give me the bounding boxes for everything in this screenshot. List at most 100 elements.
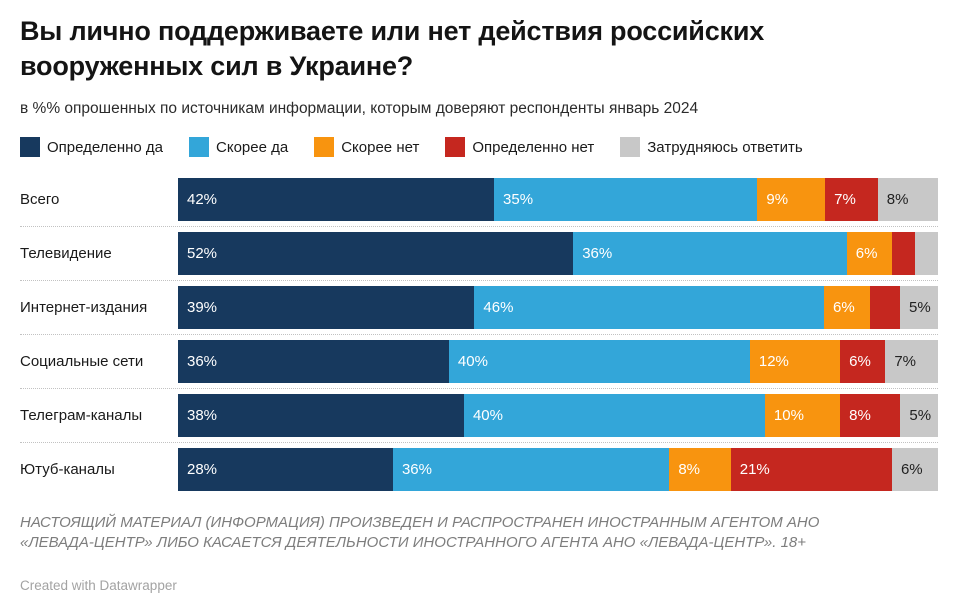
bar-row: Интернет-издания 39% 46% 6% 5%: [20, 286, 938, 329]
legend-swatch-icon: [20, 137, 40, 157]
bar-segment: 7%: [885, 340, 938, 383]
bar-segment: 8%: [877, 178, 938, 221]
bar-segment-label: 39%: [187, 299, 218, 316]
bar-segment-label: 6%: [833, 299, 855, 316]
bar-row: Всего 42% 35% 9% 7% 8%: [20, 178, 938, 221]
bar-segment-label: 52%: [187, 245, 218, 262]
bar-segment-label: 40%: [457, 353, 488, 370]
bar-segment-label: 46%: [483, 299, 514, 316]
bar-segment-label: 21%: [739, 461, 770, 478]
bar-segment-label: 5%: [909, 407, 932, 424]
bar-segment: 46%: [474, 286, 824, 329]
bar-segment: [892, 232, 916, 275]
bar-segment-label: 7%: [894, 353, 917, 370]
row-separator: [20, 226, 938, 227]
bar-segment: 40%: [448, 340, 750, 383]
bar: 36% 40% 12% 6% 7%: [178, 340, 938, 383]
bar-segment: [869, 286, 900, 329]
bar-segment-label: 36%: [401, 461, 432, 478]
bar-segment-label: 42%: [187, 191, 218, 208]
bar-segment-label: 38%: [187, 407, 218, 424]
legend-item: Затрудняюсь ответить: [620, 137, 803, 157]
row-separator: [20, 280, 938, 281]
bar-segment: 28%: [178, 448, 393, 491]
bar-segment-label: 8%: [678, 461, 700, 478]
bar-segment: 42%: [178, 178, 495, 221]
bar-row: Телевидение 52% 36% 6%: [20, 232, 938, 275]
bar-segment-label: 6%: [855, 245, 878, 262]
bar-row: Телеграм-каналы 38% 40% 10% 8% 5%: [20, 394, 938, 437]
row-separator: [20, 442, 938, 443]
bar-segment-label: 8%: [849, 407, 871, 424]
legend-swatch-icon: [314, 137, 335, 157]
bar-segment-label: 40%: [472, 407, 503, 424]
bar-segment-label: 10%: [773, 407, 804, 424]
bar-segment: 9%: [757, 178, 826, 221]
bar-row-label: Интернет-издания: [20, 299, 148, 316]
bar: 42% 35% 9% 7% 8%: [178, 178, 938, 221]
bar-row-label: Телеграм-каналы: [20, 407, 143, 424]
bar-row: Ютуб-каналы 28% 36% 8% 21% 6%: [20, 448, 939, 491]
bar-segment: 35%: [494, 178, 758, 221]
bar-segment: 10%: [764, 394, 841, 437]
legend-label: Затрудняюсь ответить: [647, 138, 803, 156]
bar-segment-label: 28%: [187, 461, 218, 478]
bar: 28% 36% 8% 21% 6%: [178, 448, 939, 491]
bar-segment: 5%: [900, 394, 938, 437]
legend-swatch-icon: [620, 137, 641, 157]
legend-label: Определенно да: [47, 138, 164, 156]
bar-row-label: Ютуб-каналы: [20, 461, 115, 478]
bar-segment: 39%: [178, 286, 475, 329]
legend-label: Скорее нет: [341, 138, 420, 156]
bar-segment-label: 7%: [834, 191, 856, 208]
bar-segment-label: 5%: [909, 299, 931, 316]
bar-segment-label: 12%: [758, 353, 789, 370]
bar: 39% 46% 6% 5%: [178, 286, 938, 329]
bar-row: Социальные сети 36% 40% 12% 6% 7%: [20, 340, 938, 383]
bar-segment-label: 6%: [849, 353, 871, 370]
bar-segment: 36%: [178, 340, 449, 383]
bar-segment: 40%: [463, 394, 765, 437]
legend-label: Определенно нет: [472, 138, 595, 156]
bar-segment-label: 36%: [582, 245, 613, 262]
legend: Определенно да Скорее да Скорее нет Определ…: [20, 136, 938, 158]
bar-segment: 8%: [840, 394, 901, 437]
datawrapper-credit-link[interactable]: Created with Datawrapper: [20, 578, 177, 593]
row-separator: [20, 334, 938, 335]
bar-segment-label: 6%: [900, 461, 923, 478]
bar-row-label: Всего: [20, 191, 60, 208]
bar-segment: 6%: [840, 340, 886, 383]
bar-row-label: Социальные сети: [20, 353, 144, 370]
stacked-bars: Всего 42% 35% 9% 7% 8% Телевидение 52% 36% 6% Инте…: [20, 178, 939, 491]
bar: 38% 40% 10% 8% 5%: [178, 394, 938, 437]
bar-segment: 12%: [749, 340, 841, 383]
legend-item: Определенно нет: [445, 137, 594, 157]
bar-segment-label: 35%: [503, 191, 534, 208]
page-title: Вы лично поддерживаете или нет действия …: [20, 16, 765, 81]
legend-label: Скорее да: [216, 138, 289, 156]
legend-item: Скорее да: [189, 137, 288, 157]
legend-swatch-icon: [189, 137, 210, 157]
bar-segment: 6%: [824, 286, 870, 329]
bar-segment-label: 9%: [766, 191, 789, 208]
bar-segment: 6%: [891, 448, 939, 491]
bar-segment: 6%: [846, 232, 893, 275]
bar-segment: 7%: [825, 178, 878, 221]
bar-segment: 38%: [178, 394, 464, 437]
bar-segment: 36%: [573, 232, 847, 275]
bar-row-label: Телевидение: [20, 245, 112, 262]
bar-segment: [915, 232, 938, 275]
legend-swatch-icon: [445, 137, 466, 157]
bar-segment: 8%: [669, 448, 731, 491]
bar-segment: 52%: [178, 232, 574, 275]
legend-item: Скорее нет: [314, 137, 419, 157]
bar-segment: 5%: [900, 286, 938, 329]
footer-notice: НАСТОЯЩИЙ МАТЕРИАЛ (ИНФОРМАЦИЯ) ПРОИЗВЕД…: [20, 514, 820, 551]
bar-segment: 36%: [392, 448, 670, 491]
bar-segment-label: 36%: [187, 353, 218, 370]
bar-segment: 21%: [730, 448, 892, 491]
row-separator: [20, 388, 938, 389]
legend-item: Определенно да: [20, 137, 163, 157]
bar-segment-label: 8%: [886, 191, 909, 208]
